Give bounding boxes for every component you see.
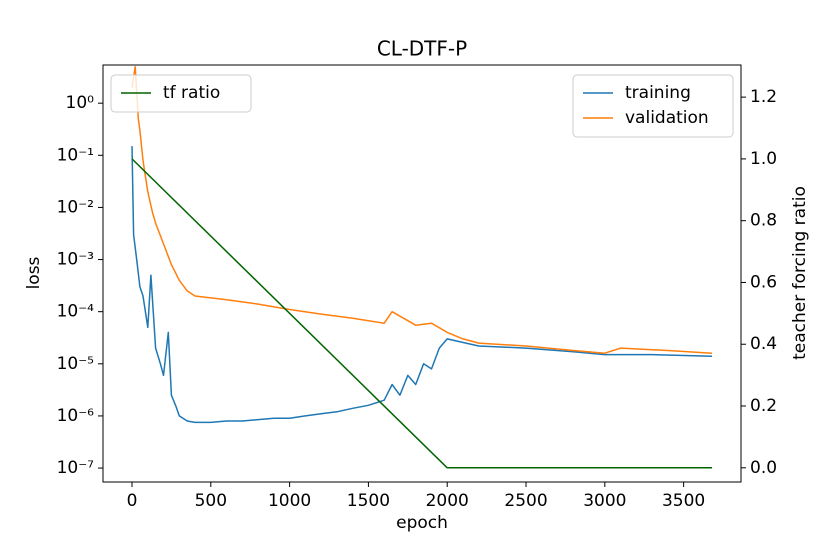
series-line (131, 158, 712, 469)
y2-tick-label: 0.6 (750, 272, 777, 292)
x-tick-label: 500 (195, 491, 227, 511)
y2-tick-label: 0.2 (750, 396, 777, 416)
y-axis-label: loss (24, 256, 44, 289)
y2-tick-label: 0.8 (750, 211, 777, 231)
x-tick-label: 0 (127, 491, 138, 511)
y2-tick-label: 1.0 (750, 149, 777, 169)
y-tick-label: 10⁻³ (57, 250, 94, 270)
y-tick-label: 10⁻⁷ (57, 458, 95, 478)
x-tick-label: 1500 (347, 491, 390, 511)
y-tick-label: 10⁻² (57, 197, 94, 217)
y-tick-label: 10⁻¹ (57, 145, 94, 165)
y-tick-label: 10⁻⁶ (57, 406, 95, 426)
y-tick-label: 10⁻⁵ (57, 354, 94, 374)
x-tick-label: 3500 (662, 491, 705, 511)
y2-tick-label: 0.4 (750, 334, 777, 354)
y2-tick-label: 0.0 (750, 458, 777, 478)
x-tick-label: 2500 (504, 491, 547, 511)
plot-frame (102, 64, 742, 483)
chart-title: CL-DTF-P (377, 37, 467, 61)
series-line (131, 65, 713, 354)
legend-label: tf ratio (163, 83, 220, 103)
x-tick-label: 2000 (426, 491, 469, 511)
y2-tick-label: 1.2 (750, 87, 777, 107)
y-tick-label: 10⁰ (66, 93, 95, 113)
legend-label: validation (625, 108, 709, 128)
legend-box (572, 74, 734, 138)
legend-label: training (625, 83, 691, 103)
x-axis-label: epoch (396, 513, 448, 533)
y-tick-label: 10⁻⁴ (57, 302, 95, 322)
x-tick-label: 1000 (268, 491, 311, 511)
y2-axis-label: teacher forcing ratio (790, 186, 810, 360)
x-tick-label: 3000 (583, 491, 626, 511)
legend-box (110, 74, 252, 113)
series-line (131, 146, 713, 424)
